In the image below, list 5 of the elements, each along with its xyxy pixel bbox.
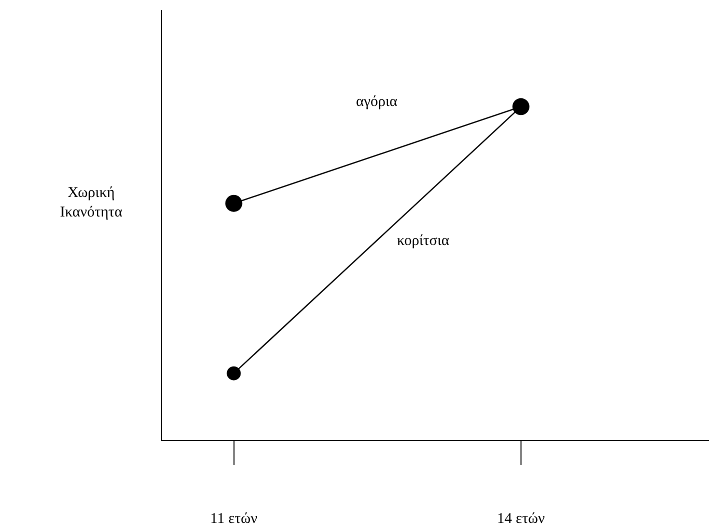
x-tick-label: 11 ετών bbox=[210, 511, 258, 528]
x-tick-label: 14 ετών bbox=[497, 511, 546, 528]
y-axis-title: Χωρική Ικανότητα bbox=[60, 185, 122, 220]
text: αγόρια bbox=[356, 94, 398, 110]
series-label: κορίτσια bbox=[397, 233, 450, 249]
